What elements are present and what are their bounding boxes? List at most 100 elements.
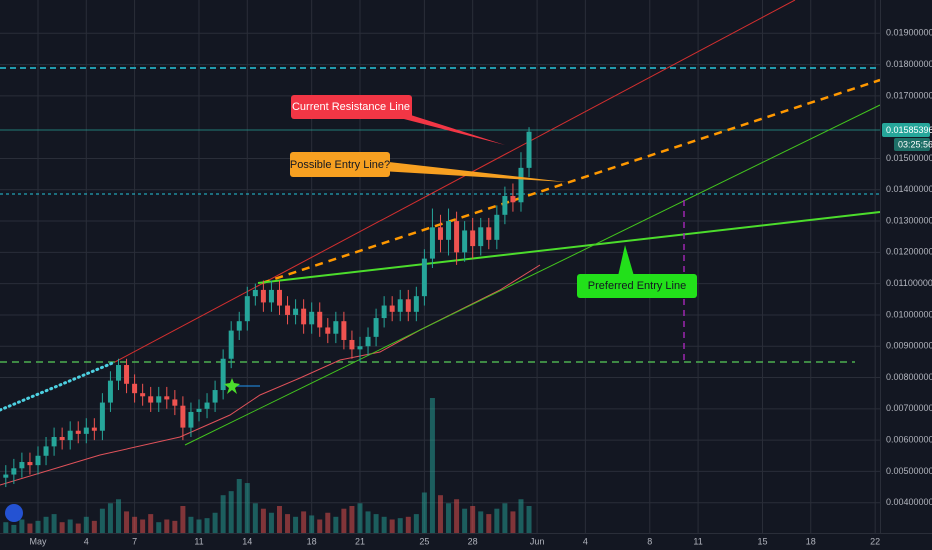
volume-bar <box>494 508 500 533</box>
candle-body <box>502 196 508 215</box>
entry-line <box>261 78 881 285</box>
candle-body <box>381 305 387 319</box>
volume-bar <box>35 520 41 533</box>
y-tick-label: 0.00700000 <box>886 403 932 413</box>
x-tick-label: 4 <box>583 536 588 546</box>
volume-bar <box>91 520 97 533</box>
candle-body <box>397 299 403 312</box>
volume-bar <box>478 511 484 533</box>
candle-body <box>317 311 323 328</box>
volume-bar <box>301 511 307 533</box>
candle-body <box>107 380 113 403</box>
annotation-text: Possible Entry Line? <box>290 159 390 171</box>
volume-bar <box>107 503 113 533</box>
x-tick-label: 18 <box>806 536 816 546</box>
callout-pointer <box>395 110 505 145</box>
volume-bar <box>462 508 468 533</box>
candle-body <box>276 289 282 306</box>
candle-body <box>140 393 146 397</box>
volume-bar <box>373 514 379 533</box>
callout-pointer <box>380 161 566 182</box>
candle-body <box>59 436 65 441</box>
volume-bar <box>59 522 65 533</box>
axes: 0.00400000 0.00500000 0.00600000 0.00700000… <box>29 28 932 547</box>
volume-bar <box>188 516 194 533</box>
volume-bar <box>51 514 57 533</box>
candle-body <box>333 321 339 334</box>
volume-bar <box>164 519 170 533</box>
volume-bar <box>309 515 315 533</box>
candle-body <box>156 396 162 403</box>
volume-bar <box>454 499 460 533</box>
candle-body <box>115 365 121 381</box>
volume-bar <box>132 516 138 533</box>
y-tick-label: 0.01400000 <box>886 184 932 194</box>
callout-box <box>291 95 412 119</box>
countdown: 03:25:56 <box>898 139 932 149</box>
y-tick-label: 0.01300000 <box>886 215 932 225</box>
candle-body <box>405 299 411 312</box>
candle-body <box>180 405 186 428</box>
candle-body <box>228 330 234 359</box>
preferred-line <box>257 211 881 284</box>
callout-box <box>577 274 697 298</box>
candle-body <box>124 365 130 384</box>
candle-body <box>470 230 476 247</box>
candles <box>3 127 532 488</box>
candle-body <box>389 305 395 312</box>
drawings <box>0 0 881 486</box>
candle-body <box>35 455 41 466</box>
volume-bar <box>196 519 202 533</box>
y-tick-label: 0.00600000 <box>886 434 932 444</box>
volume-bar <box>446 503 452 533</box>
volume-bar <box>268 512 274 533</box>
volume-bar <box>260 508 266 533</box>
volume-bar <box>365 511 371 533</box>
candle-body <box>236 321 242 331</box>
x-tick-label: 15 <box>757 536 767 546</box>
volume-bar <box>389 519 395 533</box>
candle-body <box>220 358 226 391</box>
candle-body <box>268 289 274 303</box>
volume-bar <box>285 514 291 533</box>
candle-body <box>510 196 516 203</box>
candle-body <box>285 305 291 315</box>
candle-body <box>325 327 331 334</box>
candle-body <box>43 446 49 456</box>
candle-body <box>132 383 138 394</box>
candle-body <box>437 227 443 240</box>
candle-body <box>357 346 363 350</box>
volume-bar <box>3 522 9 533</box>
candle-body <box>67 430 73 441</box>
candle-body <box>486 227 492 240</box>
volume-bar <box>244 483 250 533</box>
y-tick-label: 0.01000000 <box>886 309 932 319</box>
candle-body <box>148 396 154 403</box>
x-tick-label: 25 <box>419 536 429 546</box>
volume-bar <box>429 398 435 533</box>
volume-bar <box>518 499 524 533</box>
countdown-box <box>894 138 930 151</box>
support-trend <box>184 104 881 446</box>
price-box <box>882 123 930 137</box>
volume-bar <box>172 520 178 533</box>
y-tick-label: 0.00900000 <box>886 341 932 351</box>
volume-bar <box>27 523 33 533</box>
volume-bar <box>148 514 154 533</box>
volume-bar <box>252 503 258 533</box>
volume-bar <box>75 523 81 533</box>
candle-body <box>518 167 524 203</box>
volume-bar <box>486 514 492 533</box>
y-tick-label: 0.01200000 <box>886 247 932 257</box>
volume-bar <box>526 506 532 533</box>
candle-body <box>293 308 299 315</box>
candle-body <box>3 474 9 478</box>
volume-bar <box>421 492 427 533</box>
candle-body <box>244 296 250 322</box>
candle-body <box>51 436 57 447</box>
candle-body <box>252 289 258 297</box>
volume-bar <box>405 516 411 533</box>
annotation-text: Preferred Entry Line <box>588 280 686 292</box>
